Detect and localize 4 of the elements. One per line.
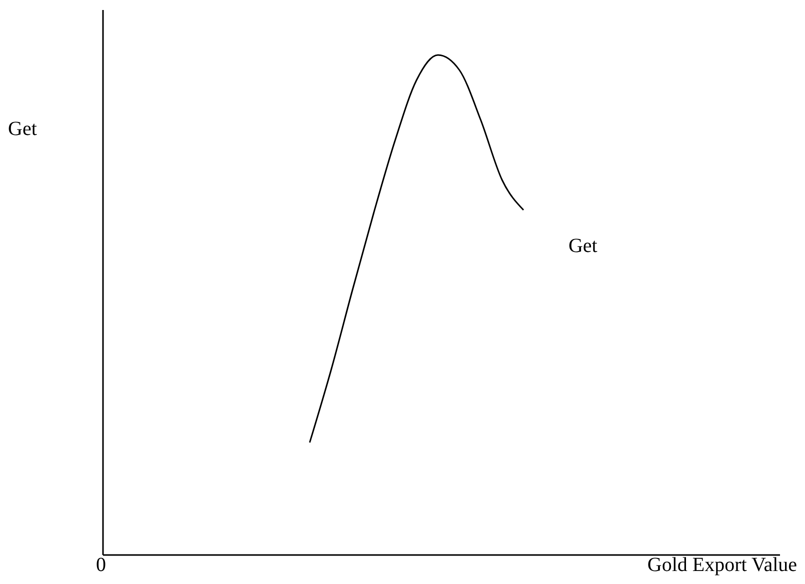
x-axis-title: Gold Export Value bbox=[647, 554, 797, 577]
text: Get bbox=[8, 118, 37, 141]
text: Get bbox=[568, 235, 598, 257]
text: 0 bbox=[96, 554, 106, 577]
